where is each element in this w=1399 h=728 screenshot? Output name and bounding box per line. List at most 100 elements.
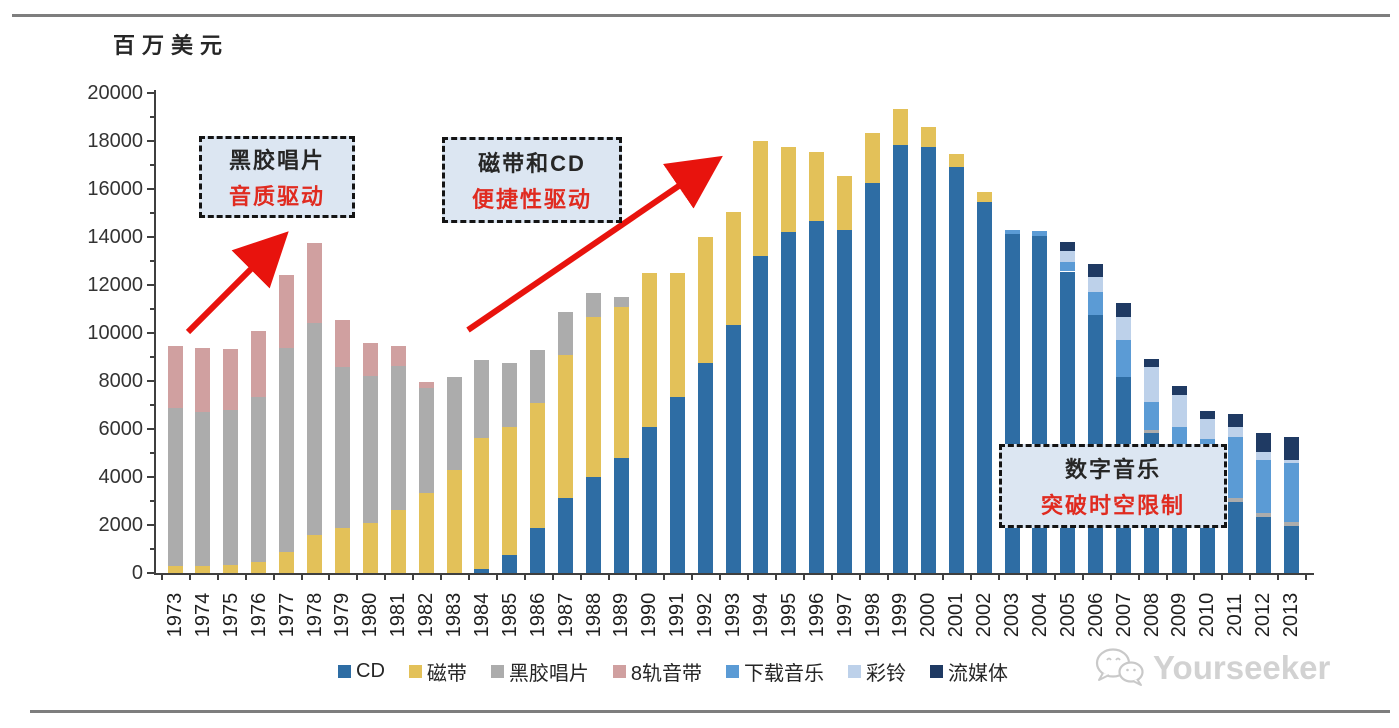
bar-segment-磁带 [502,427,518,555]
bar-segment-磁带 [530,403,546,528]
trend-arrow-vinyl-era [185,231,289,335]
x-axis-year-label: 1977 [275,592,298,638]
x-axis-tick [858,573,861,580]
y-axis-minor-tick [150,308,155,310]
y-axis-minor-tick [150,212,155,214]
x-axis-year-label: 1987 [554,592,577,638]
bar-segment-下载音乐 [1032,230,1048,236]
x-axis-year-label: 2002 [973,592,996,638]
bar-segment-黑胶唱片 [223,410,239,565]
bar-segment-CD [474,569,490,573]
y-axis-minor-tick [150,260,155,262]
legend-swatch-彩铃 [848,665,862,678]
x-axis-tick [1249,573,1252,580]
x-axis-tick [719,573,721,580]
x-axis-year-label: 1992 [694,592,717,638]
x-axis-year-label: 2004 [1028,592,1051,638]
x-axis-tick [551,573,554,580]
bar-segment-CD [613,458,629,573]
y-axis-minor-tick [150,500,155,502]
bar-segment-磁带 [307,535,322,573]
x-axis-year-label: 1979 [331,592,354,638]
x-axis-year-label: 1985 [498,592,521,638]
x-axis-tick [830,573,833,580]
x-axis-year-label: 1993 [722,592,744,638]
annotation-digital-title: 数字音乐 [1064,457,1161,482]
annotation-vinyl-title: 黑胶唱片 [228,148,325,173]
bar-segment-流媒体 [1088,263,1104,277]
bar-segment-彩铃 [1199,418,1215,439]
x-axis-tick [579,573,582,580]
bar-segment-彩铃 [1227,426,1243,437]
annotation-vinyl-era: 黑胶唱片 音质驱动 [199,136,355,218]
bar-segment-彩铃 [1144,367,1159,403]
x-axis-year-label: 1997 [833,592,856,638]
y-axis-major-tick [147,380,155,382]
y-axis-minor-tick [150,548,155,550]
x-axis-year-label: 2008 [1140,592,1163,638]
bar-segment-磁带 [948,154,964,168]
x-axis-year-label: 2005 [1056,592,1079,638]
x-axis-tick [1304,573,1307,580]
x-axis-tick [914,573,917,580]
bar-segment-CD [530,528,546,573]
x-axis-tick [663,573,666,580]
x-axis-tick [244,573,247,580]
bar-segment-CD [502,555,518,573]
x-axis-tick [328,573,331,580]
bar-segment-磁带 [279,552,295,573]
x-axis-year-label: 1983 [443,592,465,638]
bar-segment-黑胶唱片 [362,376,378,524]
x-axis-tick [161,573,164,580]
bar-segment-黑胶唱片 [1144,430,1159,434]
bar-segment-磁带 [697,237,713,363]
x-axis-tick [440,573,443,580]
x-axis-year-label: 2010 [1196,592,1219,638]
y-axis-tick-label: 12000 [87,274,143,296]
x-axis-tick [1026,573,1028,580]
bar-segment-磁带 [725,212,741,325]
x-axis-tick [802,573,805,580]
bar-segment-彩铃 [1060,251,1076,263]
bar-segment-流媒体 [1255,433,1271,453]
x-axis-year-label: 1990 [638,592,661,638]
x-axis-tick [1137,573,1140,580]
x-axis-tick [300,573,303,580]
bar-segment-黑胶唱片 [390,366,406,510]
x-axis-tick [1221,573,1224,580]
x-axis-year-label: 2009 [1168,592,1191,638]
x-axis-tick [495,573,498,580]
x-axis-tick [272,573,275,580]
legend-item-黑胶唱片: 黑胶唱片 [490,657,589,686]
bar-segment-磁带 [195,566,211,573]
bar-segment-CD [558,498,574,573]
bar-segment-磁带 [167,566,183,573]
x-axis-tick [467,573,470,580]
bar-segment-CD [725,324,741,573]
bar-segment-黑胶唱片 [502,363,518,428]
bar-segment-CD [892,145,908,573]
x-axis-year-label: 1991 [666,592,689,638]
x-axis-year-label: 1981 [387,592,410,638]
x-axis-tick [607,573,610,580]
bar-segment-CD [920,147,936,573]
y-axis-minor-tick [150,116,155,118]
x-axis-year-label: 2011 [1224,593,1247,637]
bar-segment-流媒体 [1116,303,1132,317]
watermark: Yourseeker [1093,646,1330,690]
legend-swatch-磁带 [408,665,422,678]
x-axis-year-label: 1989 [610,592,633,638]
bar-segment-8轨音带 [418,382,434,388]
y-axis-tick-label: 6000 [98,418,144,440]
bar-segment-磁带 [334,528,350,573]
bar-segment-8轨音带 [195,348,211,412]
bar-segment-8轨音带 [362,343,378,376]
x-axis-tick [747,573,749,580]
x-axis-year-label: 1994 [749,592,772,638]
y-axis-major-tick [147,140,155,142]
x-axis-year-label: 2001 [945,592,968,638]
legend-swatch-8轨音带 [612,665,626,678]
y-axis-tick-label: 2000 [98,514,144,536]
y-axis-tick-label: 0 [131,562,143,584]
